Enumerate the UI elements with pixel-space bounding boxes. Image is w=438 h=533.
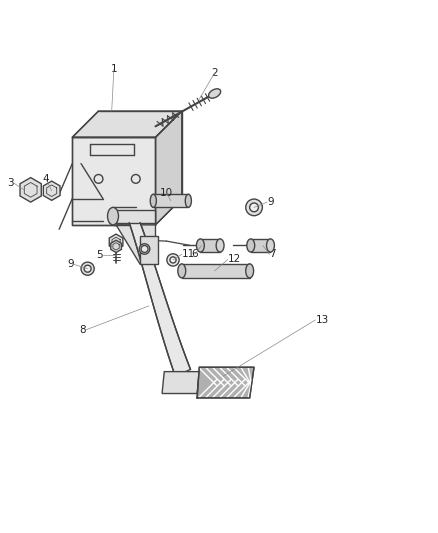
Ellipse shape xyxy=(246,199,262,216)
Polygon shape xyxy=(72,138,155,225)
Polygon shape xyxy=(129,223,191,376)
Polygon shape xyxy=(20,177,41,202)
Text: 13: 13 xyxy=(315,315,328,325)
Polygon shape xyxy=(251,239,270,252)
Text: 10: 10 xyxy=(160,188,173,198)
Circle shape xyxy=(94,174,103,183)
Ellipse shape xyxy=(81,262,94,275)
Polygon shape xyxy=(43,181,60,200)
Ellipse shape xyxy=(216,239,224,252)
Ellipse shape xyxy=(84,265,91,272)
Polygon shape xyxy=(72,111,182,138)
Polygon shape xyxy=(111,240,121,253)
Polygon shape xyxy=(155,111,182,225)
Ellipse shape xyxy=(196,239,204,252)
Polygon shape xyxy=(109,234,123,250)
Text: 3: 3 xyxy=(7,178,14,188)
Text: 9: 9 xyxy=(267,197,274,207)
Ellipse shape xyxy=(247,239,255,252)
Polygon shape xyxy=(153,194,188,207)
Ellipse shape xyxy=(108,207,118,225)
Ellipse shape xyxy=(246,264,254,278)
Polygon shape xyxy=(197,367,254,398)
Text: 4: 4 xyxy=(42,174,49,184)
Polygon shape xyxy=(182,264,250,278)
Ellipse shape xyxy=(150,194,156,207)
Ellipse shape xyxy=(178,264,186,278)
Text: 2: 2 xyxy=(211,68,218,78)
Circle shape xyxy=(141,246,148,253)
Polygon shape xyxy=(200,239,220,252)
Circle shape xyxy=(131,174,140,183)
Ellipse shape xyxy=(266,239,274,252)
Circle shape xyxy=(170,257,176,263)
Polygon shape xyxy=(116,225,155,264)
Text: 11: 11 xyxy=(182,249,195,259)
Text: 5: 5 xyxy=(96,249,103,260)
Text: 9: 9 xyxy=(67,260,74,269)
Circle shape xyxy=(167,254,179,266)
Text: 12: 12 xyxy=(228,254,241,264)
Ellipse shape xyxy=(250,203,258,212)
Polygon shape xyxy=(116,209,155,223)
Ellipse shape xyxy=(208,89,221,98)
Polygon shape xyxy=(140,236,158,264)
Text: 6: 6 xyxy=(191,249,198,259)
Ellipse shape xyxy=(185,194,191,207)
Text: 1: 1 xyxy=(110,64,117,75)
Circle shape xyxy=(139,244,150,254)
Text: 7: 7 xyxy=(269,249,276,259)
Polygon shape xyxy=(162,372,199,393)
Text: 8: 8 xyxy=(79,325,85,335)
